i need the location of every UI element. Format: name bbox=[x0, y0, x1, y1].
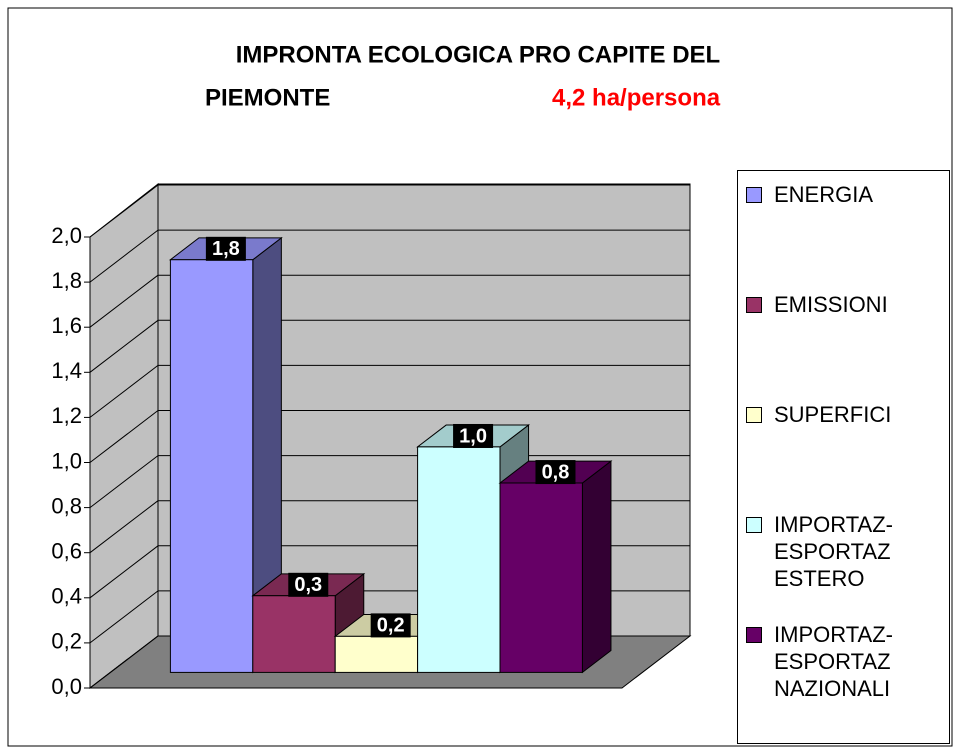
grid-line bbox=[89, 500, 159, 554]
y-tick-label: 0,2 bbox=[51, 629, 82, 654]
grid-line bbox=[89, 590, 159, 644]
legend-swatch bbox=[746, 297, 762, 313]
bar bbox=[498, 460, 613, 674]
y-tick-label: 1,6 bbox=[51, 313, 82, 338]
y-tick-label: 0,6 bbox=[51, 539, 82, 564]
legend-label: IMPORTAZ- ESPORTAZ NAZIONALI bbox=[774, 622, 893, 701]
y-tick-label: 2,0 bbox=[51, 223, 82, 248]
legend-swatch bbox=[746, 517, 762, 533]
grid-line bbox=[89, 184, 159, 238]
legend-label: ENERGIA bbox=[774, 182, 874, 207]
bar-front bbox=[417, 446, 501, 673]
chart-title: PIEMONTE bbox=[205, 84, 330, 111]
legend: ENERGIA EMISSIONI SUPERFICI IMPORTAZ- ESPOR… bbox=[737, 170, 950, 744]
grid-line bbox=[89, 410, 159, 463]
y-tick-label: 1,8 bbox=[51, 268, 82, 293]
legend-label: SUPERFICI bbox=[774, 402, 892, 427]
data-label: 1,0 bbox=[459, 425, 487, 447]
data-label-box bbox=[370, 613, 411, 638]
data-label: 0,2 bbox=[377, 615, 405, 637]
y-tick-label: 0,0 bbox=[51, 674, 82, 699]
y-tick-label: 1,2 bbox=[51, 403, 82, 428]
y-tick-label: 0,4 bbox=[51, 584, 82, 609]
bar-front bbox=[169, 259, 254, 673]
bar-front bbox=[499, 482, 583, 673]
data-label: 0,8 bbox=[542, 461, 570, 483]
data-label-box bbox=[453, 423, 494, 448]
grid-line bbox=[89, 635, 159, 689]
legend-label: IMPORTAZ- ESPORTAZ ESTERO bbox=[774, 512, 893, 591]
y-tick-label: 1,4 bbox=[51, 358, 82, 383]
legend-label: EMISSIONI bbox=[774, 292, 888, 317]
bar-front bbox=[252, 595, 336, 673]
chart-subtitle: 4,2 ha/persona bbox=[552, 84, 721, 111]
grid-line bbox=[89, 319, 159, 373]
y-tick-label: 1,0 bbox=[51, 448, 82, 473]
data-label: 0,3 bbox=[294, 574, 322, 596]
data-label: 1,8 bbox=[212, 238, 240, 260]
grid-line bbox=[89, 545, 159, 599]
bar bbox=[168, 236, 283, 674]
data-label-box bbox=[205, 236, 246, 261]
grid-line bbox=[89, 455, 159, 508]
chart-title: IMPRONTA ECOLOGICA PRO CAPITE DEL bbox=[236, 41, 720, 68]
legend-swatch bbox=[746, 627, 762, 643]
grid-line bbox=[89, 365, 159, 418]
bar-side bbox=[581, 460, 612, 674]
legend-swatch bbox=[746, 407, 762, 423]
grid-line bbox=[89, 229, 159, 283]
legend-swatch bbox=[746, 187, 762, 203]
y-tick-label: 0,8 bbox=[51, 493, 82, 518]
data-label-box bbox=[288, 572, 329, 597]
data-label-box bbox=[535, 460, 576, 485]
grid-line bbox=[89, 274, 159, 328]
bar-front bbox=[334, 635, 419, 673]
